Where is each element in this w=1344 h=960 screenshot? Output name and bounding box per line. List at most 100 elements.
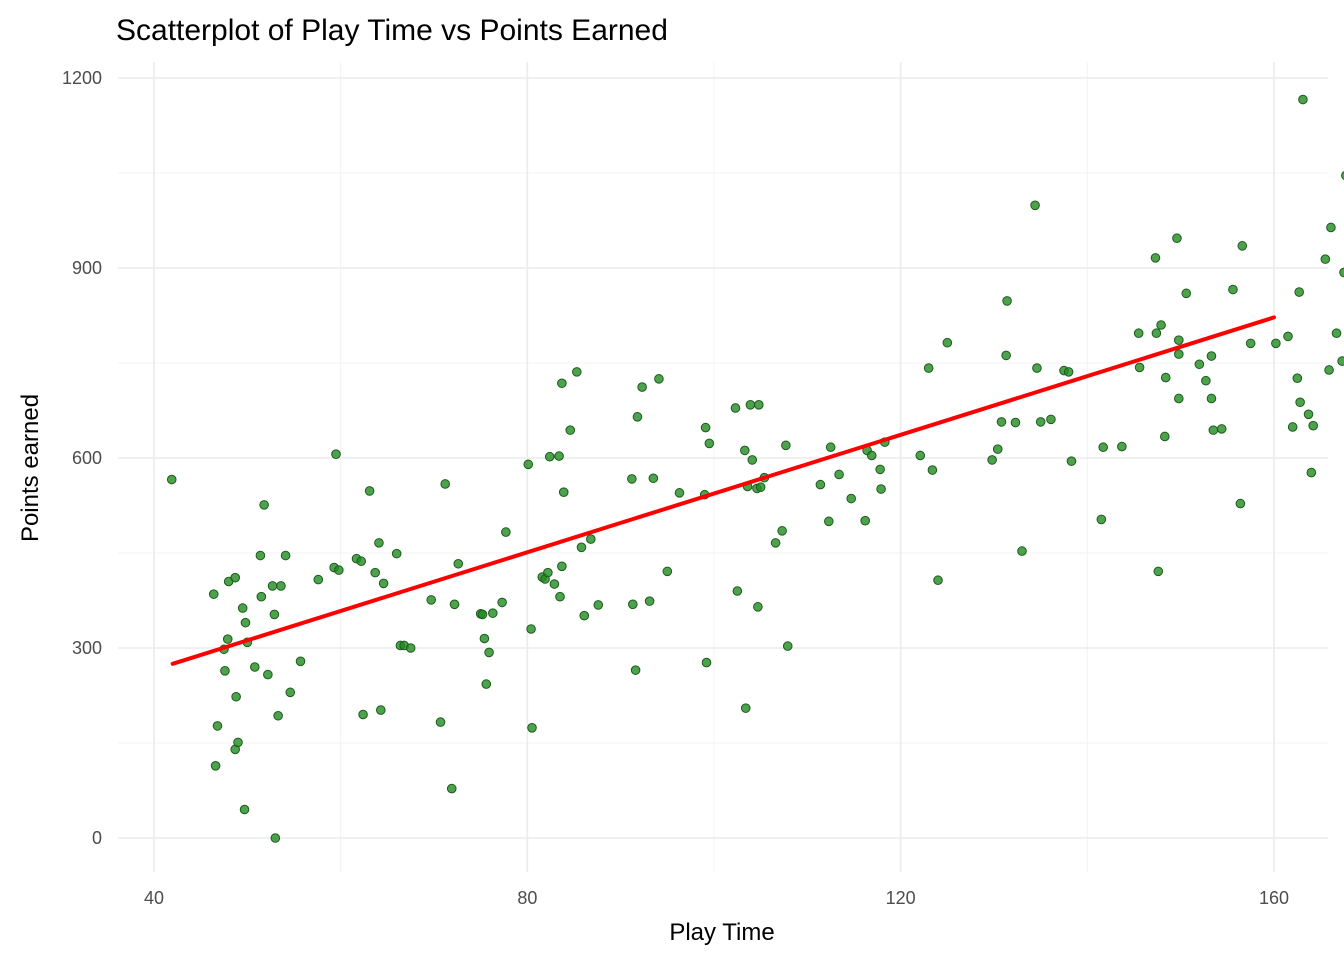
data-point (222, 634, 233, 644)
data-point (648, 473, 659, 484)
data-point (632, 412, 643, 422)
y-tick-labels: 0 300 600 900 1200 (62, 68, 102, 848)
data-point (1271, 338, 1281, 349)
data-point (488, 608, 498, 618)
data-point (1337, 356, 1344, 366)
data-point (263, 669, 273, 680)
data-point (220, 666, 230, 676)
data-point (1320, 254, 1331, 264)
data-point (1194, 359, 1205, 370)
x-tick-label: 40 (144, 888, 164, 908)
data-point (269, 609, 280, 620)
data-point (240, 617, 251, 628)
data-point (364, 486, 375, 496)
grid-lines (118, 62, 1328, 872)
data-point (565, 425, 576, 435)
data-point (1303, 409, 1314, 420)
x-tick-label: 160 (1259, 888, 1289, 908)
data-point (453, 558, 464, 569)
y-axis-label: Points earned (17, 394, 44, 542)
data-point (273, 710, 283, 721)
data-point (1287, 422, 1298, 432)
data-point (866, 450, 877, 461)
data-point (1235, 498, 1246, 509)
data-point (1133, 328, 1144, 339)
data-point (1308, 420, 1318, 431)
y-tick-label: 900 (72, 258, 102, 278)
data-point (1153, 566, 1164, 577)
data-point (933, 575, 943, 586)
data-point (555, 591, 565, 602)
fit-line-group (170, 315, 1276, 666)
data-point (1306, 467, 1317, 478)
data-point (526, 624, 536, 634)
data-point (1066, 456, 1077, 466)
data-point (1017, 546, 1027, 556)
data-point (1001, 350, 1011, 361)
data-point (374, 538, 384, 548)
data-point (1237, 241, 1248, 251)
data-point (1208, 425, 1219, 435)
data-point (1010, 417, 1021, 428)
data-point (593, 600, 604, 610)
data-point (732, 586, 743, 596)
data-point (860, 515, 871, 526)
data-point (730, 403, 741, 413)
data-point (1339, 267, 1344, 278)
data-point (334, 565, 344, 575)
data-point (1201, 375, 1211, 386)
data-point (942, 337, 953, 348)
data-point (449, 599, 460, 610)
data-point (1063, 367, 1074, 377)
data-point (927, 465, 938, 475)
data-point (313, 574, 324, 585)
data-point (239, 804, 250, 815)
data-point (259, 500, 269, 510)
data-point (391, 548, 402, 559)
data-point (654, 374, 664, 384)
data-point (208, 589, 219, 599)
data-point (992, 444, 1003, 454)
data-point (1151, 328, 1162, 339)
data-point (481, 679, 492, 689)
data-point (1283, 331, 1293, 342)
data-point (745, 400, 756, 410)
data-point (1324, 365, 1334, 375)
data-point (1096, 514, 1107, 525)
x-tick-labels: 40 80 120 160 (144, 888, 1289, 908)
data-point (662, 566, 673, 577)
data-point (586, 534, 596, 544)
data-point (358, 709, 368, 720)
data-point (740, 703, 751, 713)
data-point (270, 833, 281, 843)
data-point (825, 442, 836, 453)
data-point (637, 382, 647, 392)
chart-title: Scatterplot of Play Time vs Points Earne… (116, 14, 668, 47)
data-point (846, 493, 857, 504)
data-point (1294, 287, 1304, 297)
data-point (527, 723, 537, 733)
data-point (276, 581, 286, 591)
data-point (1174, 349, 1184, 359)
data-point (1216, 424, 1227, 434)
data-point (479, 633, 490, 644)
data-point (405, 643, 416, 653)
x-tick-label: 120 (886, 888, 916, 908)
data-point (1341, 171, 1344, 180)
data-point (701, 657, 712, 668)
y-tick-label: 300 (72, 638, 102, 658)
data-point (331, 449, 341, 460)
y-tick-label: 1200 (62, 68, 102, 88)
data-point (212, 721, 223, 731)
data-point (579, 610, 590, 621)
data-point (523, 459, 534, 470)
data-point (572, 367, 582, 377)
data-point (356, 556, 367, 567)
data-point (824, 516, 834, 527)
data-point (1134, 362, 1145, 373)
data-point (250, 662, 260, 672)
data-point (231, 691, 241, 702)
data-point (256, 591, 267, 602)
data-point (378, 578, 389, 589)
